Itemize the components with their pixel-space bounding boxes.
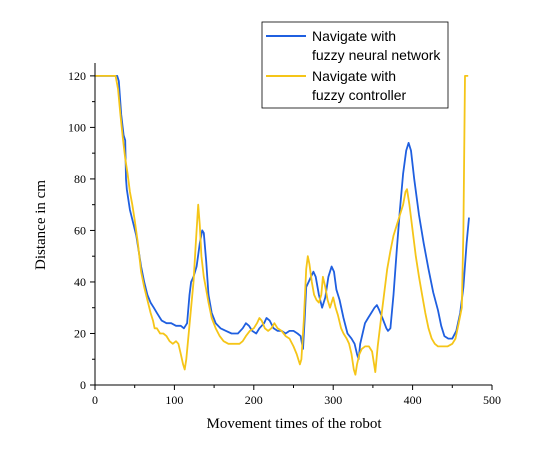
legend-label-fnn-line1: Navigate with <box>312 28 396 44</box>
x-tick-label: 200 <box>245 393 263 407</box>
y-tick-label: 100 <box>68 120 86 134</box>
x-tick-label: 400 <box>404 393 422 407</box>
plot-lines <box>95 75 470 376</box>
y-tick-label: 20 <box>74 326 86 340</box>
legend: Navigate with fuzzy neural network Navig… <box>261 21 449 109</box>
x-tick-label: 500 <box>483 393 501 407</box>
legend-label-fc-line2: fuzzy controller <box>312 87 406 103</box>
y-tick-label: 40 <box>74 275 86 289</box>
y-tick-labels: 0 20 40 60 80 100 120 <box>68 69 86 392</box>
x-tick-label: 0 <box>92 393 98 407</box>
legend-label-fc-line1: Navigate with <box>312 68 396 84</box>
y-tick-label: 0 <box>80 378 86 392</box>
x-tick-labels: 0 100 200 300 400 500 <box>92 393 501 407</box>
axes <box>90 63 493 390</box>
y-axis-title: Distance in cm <box>33 180 49 270</box>
series-line-0 <box>95 75 470 361</box>
x-axis-title: Movement times of the robot <box>207 416 383 432</box>
legend-label-fnn-line2: fuzzy neural network <box>312 47 441 63</box>
y-tick-label: 80 <box>74 172 86 186</box>
y-tick-label: 120 <box>68 69 86 83</box>
x-tick-label: 100 <box>165 393 183 407</box>
x-tick-label: 300 <box>324 393 342 407</box>
series-line-1 <box>95 75 469 376</box>
y-tick-label: 60 <box>74 223 86 237</box>
